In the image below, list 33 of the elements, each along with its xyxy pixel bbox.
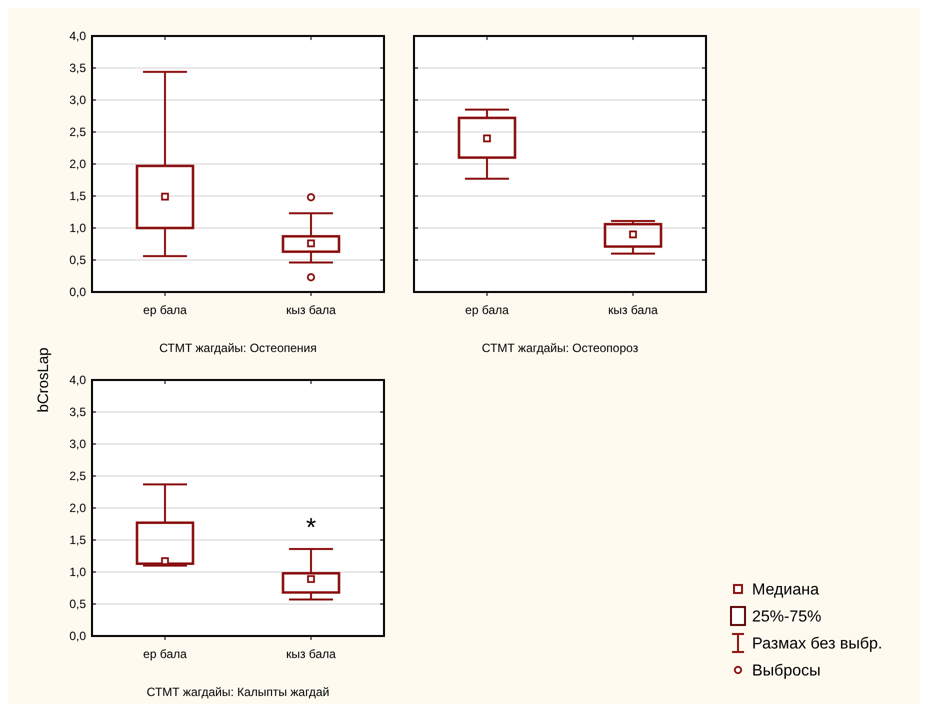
y-tick-label: 0,5 [69, 597, 86, 612]
x-tick-label: кыз бала [286, 647, 336, 661]
y-tick-label: 1,0 [69, 221, 86, 236]
x-tick-label: ер бала [143, 647, 188, 661]
y-tick-label: 3,0 [69, 437, 86, 452]
x-axis-title: СТМТ жагдайы: Остеопороз [482, 341, 639, 355]
y-tick-label: 0,0 [69, 285, 86, 300]
x-axis-title: СТМТ жагдайы: Калыпты жагдай [146, 685, 330, 699]
x-tick-label: кыз бала [608, 303, 658, 317]
y-tick-label: 1,0 [69, 565, 86, 580]
y-tick-label: 2,0 [69, 157, 86, 172]
annotation: * [306, 512, 316, 542]
y-tick-label: 2,5 [69, 125, 86, 140]
x-tick-label: ер бала [143, 303, 188, 317]
y-tick-label: 3,5 [69, 405, 86, 420]
x-axis-title: СТМТ жагдайы: Остеопения [159, 341, 317, 355]
text: Размах без выбр. [752, 636, 882, 653]
y-tick-label: 2,5 [69, 469, 86, 484]
text: Медиана [752, 582, 820, 599]
y-tick-label: 4,0 [69, 29, 86, 44]
x-tick-label: ер бала [465, 303, 510, 317]
text: 25%-75% [752, 608, 822, 626]
x-tick-label: кыз бала [286, 303, 336, 317]
y-tick-label: 0,5 [69, 253, 86, 268]
y-tick-label: 3,0 [69, 93, 86, 108]
y-tick-label: 4,0 [69, 373, 86, 388]
y-tick-label: 0,0 [69, 629, 86, 644]
y-tick-label: 2,0 [69, 501, 86, 516]
y-tick-label: 1,5 [69, 533, 86, 548]
y-tick-label: 3,5 [69, 61, 86, 76]
y-tick-label: 1,5 [69, 189, 86, 204]
text: Выбросы [752, 662, 821, 680]
y-axis-title: bCrosLap [35, 347, 52, 413]
